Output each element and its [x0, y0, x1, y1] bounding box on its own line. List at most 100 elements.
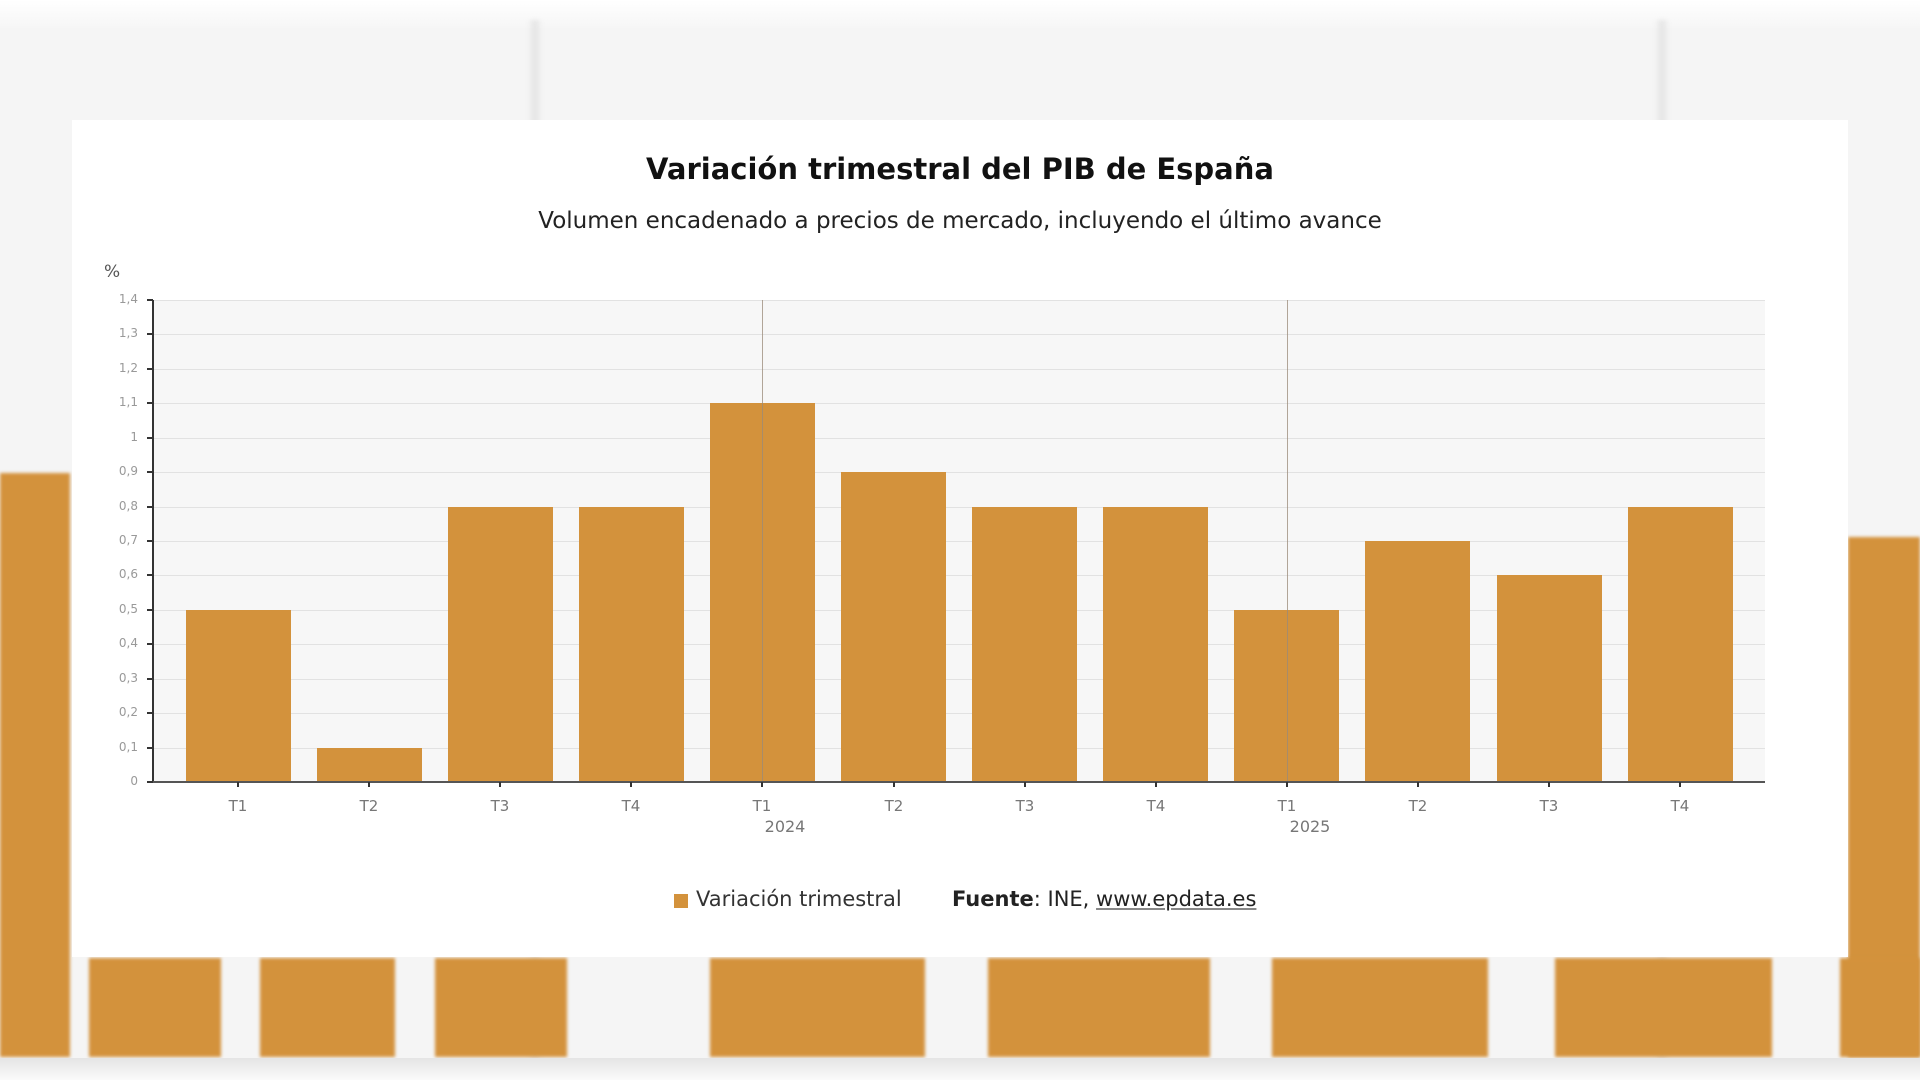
bar[interactable]	[1628, 507, 1733, 782]
background-bar	[89, 958, 221, 1057]
source-link[interactable]: www.epdata.es	[1096, 887, 1257, 911]
bar[interactable]	[186, 610, 291, 782]
bar[interactable]	[1103, 507, 1208, 782]
bar[interactable]	[1234, 610, 1339, 782]
background-bar	[1840, 958, 1920, 1057]
y-tick	[147, 712, 153, 714]
x-tick	[1286, 782, 1288, 787]
x-tick	[237, 782, 239, 787]
x-tick	[368, 782, 370, 787]
y-tick-label: 0,2	[118, 705, 138, 719]
x-tick	[1155, 782, 1157, 787]
x-tick	[893, 782, 895, 787]
y-tick	[147, 643, 153, 645]
gridline	[153, 679, 1765, 680]
y-tick	[147, 506, 153, 508]
year-label: 2025	[1289, 817, 1331, 836]
gridline	[153, 713, 1765, 714]
x-tick	[1417, 782, 1419, 787]
background-bottom	[0, 1058, 1920, 1080]
x-tick-label: T2	[1408, 797, 1428, 815]
gridline	[153, 507, 1765, 508]
bar[interactable]	[317, 748, 422, 782]
background-top	[0, 0, 1920, 28]
gridline	[153, 644, 1765, 645]
chart-title: Variación trimestral del PIB de España	[646, 152, 1274, 186]
source-label: Fuente	[952, 887, 1034, 911]
y-tick-label: 0,3	[118, 671, 138, 685]
y-tick	[147, 574, 153, 576]
legend-label: Variación trimestral	[696, 887, 902, 911]
background-bar	[710, 958, 925, 1057]
background-bar	[988, 958, 1210, 1057]
legend[interactable]: Variación trimestral	[674, 887, 902, 911]
gridline	[153, 541, 1765, 542]
year-label: 2024	[764, 817, 806, 836]
y-tick-label: 1,4	[118, 292, 138, 306]
y-tick-label: 0	[130, 774, 138, 788]
gridline	[153, 438, 1765, 439]
y-tick	[147, 402, 153, 404]
y-axis-unit: %	[104, 262, 121, 282]
y-tick	[147, 333, 153, 335]
x-tick-label: T4	[621, 797, 641, 815]
y-tick-label: 0,7	[118, 533, 138, 547]
y-tick-label: 0,1	[118, 740, 138, 754]
gridline	[153, 334, 1765, 335]
x-tick	[1548, 782, 1550, 787]
source-org: INE,	[1047, 887, 1090, 911]
chart-subtitle: Volumen encadenado a precios de mercado,…	[538, 208, 1382, 234]
year-divider	[1287, 300, 1288, 782]
x-tick-label: T4	[1670, 797, 1690, 815]
bar[interactable]	[1497, 575, 1602, 782]
x-tick	[1679, 782, 1681, 787]
y-tick-label: 1,3	[118, 326, 138, 340]
y-tick	[147, 540, 153, 542]
y-tick	[147, 299, 153, 301]
y-tick	[147, 747, 153, 749]
y-tick	[147, 609, 153, 611]
background-bar	[1272, 958, 1488, 1057]
gridline	[153, 472, 1765, 473]
background-bar	[0, 473, 70, 1057]
y-tick	[147, 437, 153, 439]
x-tick	[499, 782, 501, 787]
gridline	[153, 748, 1765, 749]
background-bar	[260, 958, 395, 1057]
y-tick-label: 0,8	[118, 499, 138, 513]
y-tick-label: 1,2	[118, 361, 138, 375]
y-tick	[147, 368, 153, 370]
bar[interactable]	[448, 507, 553, 782]
bar[interactable]	[972, 507, 1077, 782]
x-tick	[761, 782, 763, 787]
y-axis	[152, 300, 154, 783]
x-tick	[1024, 782, 1026, 787]
gridline	[153, 575, 1765, 576]
y-tick-label: 1	[130, 430, 138, 444]
x-tick	[630, 782, 632, 787]
gridline	[153, 369, 1765, 370]
x-tick-label: T2	[884, 797, 904, 815]
year-divider	[762, 300, 763, 782]
y-tick-label: 0,6	[118, 567, 138, 581]
bar[interactable]	[579, 507, 684, 782]
y-tick-label: 0,5	[118, 602, 138, 616]
y-tick	[147, 678, 153, 680]
gridline	[153, 403, 1765, 404]
x-tick-label: T1	[1277, 797, 1297, 815]
background-bar	[1555, 958, 1772, 1057]
y-tick-label: 0,4	[118, 636, 138, 650]
background-bar	[435, 958, 567, 1057]
source-note: Fuente: INE, www.epdata.es	[952, 887, 1257, 911]
legend-swatch	[674, 894, 688, 908]
y-tick	[147, 471, 153, 473]
x-tick-label: T3	[1539, 797, 1559, 815]
y-tick-label: 0,9	[118, 464, 138, 478]
bar[interactable]	[841, 472, 946, 782]
y-tick-label: 1,1	[118, 395, 138, 409]
x-tick-label: T3	[1015, 797, 1035, 815]
x-tick-label: T3	[490, 797, 510, 815]
x-tick-label: T2	[359, 797, 379, 815]
bar[interactable]	[1365, 541, 1470, 782]
y-tick	[147, 781, 153, 783]
